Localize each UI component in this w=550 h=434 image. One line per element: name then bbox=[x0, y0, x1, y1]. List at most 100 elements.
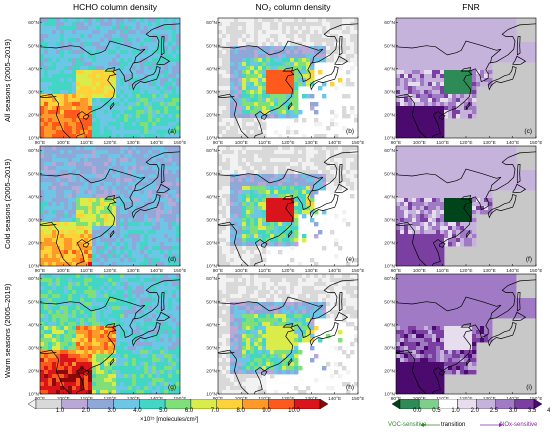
lat-tick-label: 10°N bbox=[206, 392, 217, 398]
lon-tick-label: 110°E bbox=[80, 140, 93, 146]
column-title-hcho: HCHO column density bbox=[72, 2, 158, 12]
lon-tick-label: 90°E bbox=[213, 268, 223, 274]
lon-tick-label: 100°E bbox=[235, 140, 248, 146]
colorbar-tick-label: 8.0 bbox=[236, 408, 245, 414]
lat-tick-label: 10°N bbox=[384, 136, 395, 142]
panel-label: (h) bbox=[346, 384, 354, 391]
lat-tick-label: 30°N bbox=[28, 217, 39, 223]
map-panel-no2-row3: 60°N50°N40°N30°N20°N10°N90°E100°E110°E12… bbox=[202, 272, 364, 404]
lat-tick-label: 30°N bbox=[28, 89, 39, 95]
lon-tick-label: 150°E bbox=[529, 396, 542, 402]
colorbar-max-arrow bbox=[533, 398, 543, 410]
panel-label: (g) bbox=[168, 384, 176, 391]
panel-label: (e) bbox=[346, 256, 354, 263]
colorbar-tick-label: 0.5 bbox=[432, 408, 441, 414]
lat-tick-label: 40°N bbox=[384, 66, 395, 72]
colorbar-tick-label: 5.0 bbox=[159, 408, 168, 414]
lon-tick-label: 150°E bbox=[351, 396, 364, 402]
lat-tick-label: 10°N bbox=[28, 136, 39, 142]
lon-tick-label: 90°E bbox=[391, 396, 401, 402]
lon-tick-label: 110°E bbox=[258, 268, 271, 274]
lon-tick-label: 100°E bbox=[413, 140, 426, 146]
lon-tick-label: 150°E bbox=[173, 140, 186, 146]
lat-tick-label: 40°N bbox=[206, 194, 217, 200]
lat-tick-label: 60°N bbox=[384, 20, 395, 26]
column-title-fnr: FNR bbox=[462, 2, 480, 12]
lat-tick-label: 50°N bbox=[206, 171, 217, 177]
map-panel-hcho-row3: 60°N50°N40°N30°N20°N10°N90°E100°E110°E12… bbox=[24, 272, 186, 404]
map-panel-fnr-row1: 60°N 50°N 40°N 30°N 20°N 10°N 90°E 100°E 110°E 12… bbox=[380, 16, 542, 148]
lon-tick-label: 130°E bbox=[483, 140, 496, 146]
lat-tick-label: 30°N bbox=[206, 217, 217, 223]
colorbar-tick-label: 3.0 bbox=[508, 408, 518, 414]
lon-tick-label: 150°E bbox=[351, 140, 364, 146]
lat-tick-label: 10°N bbox=[28, 264, 39, 270]
lon-tick-label: 140°E bbox=[328, 140, 341, 146]
column-title-no2: NO₂ column density bbox=[255, 2, 331, 12]
lon-tick-label: 140°E bbox=[150, 268, 163, 274]
lon-tick-label: 100°E bbox=[413, 268, 426, 274]
colorbar-tick-label: 2.0 bbox=[81, 408, 90, 414]
lat-tick-label: 10°N bbox=[384, 264, 395, 270]
lon-tick-label: 90°E bbox=[213, 140, 223, 146]
lat-tick-label: 30°N bbox=[206, 345, 217, 351]
lat-tick-label: 30°N bbox=[384, 345, 395, 351]
lat-tick-label: 60°N bbox=[384, 276, 395, 282]
lon-tick-label: 90°E bbox=[35, 140, 45, 146]
map-panel-no2-row2: 60°N 50°N 40°N 30°N 20°N 10°N 90°E 100°E 110°E 12… bbox=[202, 144, 364, 276]
lat-tick-label: 60°N bbox=[384, 148, 395, 154]
colorbar-tick-label: 4.0 bbox=[133, 408, 142, 414]
lat-tick-label: 50°N bbox=[206, 299, 217, 305]
lat-tick-label: 10°N bbox=[28, 392, 39, 398]
lat-tick-label: 20°N bbox=[28, 241, 39, 247]
lon-tick-label: 90°E bbox=[391, 140, 401, 146]
lon-tick-label: 100°E bbox=[235, 268, 248, 274]
panel-label: (c) bbox=[524, 128, 532, 135]
lon-tick-label: 130°E bbox=[305, 268, 318, 274]
colorbar-tick-label: 9.0 bbox=[262, 408, 271, 414]
lat-tick-label: 40°N bbox=[206, 66, 217, 72]
colorbar-min-arrow bbox=[391, 398, 401, 410]
lat-tick-label: 30°N bbox=[206, 89, 217, 95]
lat-tick-label: 50°N bbox=[206, 43, 217, 49]
lat-tick-label: 20°N bbox=[206, 113, 217, 119]
colorbar-tick-label: 3.5 bbox=[528, 408, 537, 414]
colorbar-tick-label: 1.0 bbox=[55, 408, 65, 414]
regime-transition-label: transition bbox=[441, 422, 466, 428]
lon-tick-label: 140°E bbox=[506, 140, 519, 146]
colorbar-tick-label: 10.0 bbox=[288, 408, 300, 414]
lon-tick-label: 130°E bbox=[305, 140, 318, 146]
lat-tick-label: 40°N bbox=[384, 194, 395, 200]
lat-tick-label: 60°N bbox=[206, 20, 217, 26]
lon-tick-label: 140°E bbox=[150, 140, 163, 146]
colorbar-tick-label: 6.0 bbox=[184, 408, 194, 414]
colorbar-tick-label: 2.5 bbox=[489, 408, 499, 414]
row-label-warm: Warm seasons (2005–2019) bbox=[3, 283, 12, 378]
lat-tick-label: 10°N bbox=[206, 264, 217, 270]
lat-tick-label: 40°N bbox=[28, 194, 39, 200]
lat-tick-label: 40°N bbox=[384, 322, 395, 328]
row-label-all: All seasons (2005–2019) bbox=[3, 39, 12, 122]
lon-tick-label: 120°E bbox=[459, 140, 472, 146]
colorbar-tick-label: 2.0 bbox=[470, 408, 479, 414]
lon-tick-label: 140°E bbox=[506, 268, 519, 274]
lon-tick-label: 150°E bbox=[529, 140, 542, 146]
lat-tick-label: 60°N bbox=[28, 276, 39, 282]
lon-tick-label: 120°E bbox=[103, 268, 116, 274]
panel-label: (i) bbox=[526, 384, 532, 391]
lon-tick-label: 130°E bbox=[127, 268, 140, 274]
lat-tick-label: 40°N bbox=[206, 322, 217, 328]
lon-tick-label: 150°E bbox=[529, 268, 542, 274]
lat-tick-label: 10°N bbox=[384, 392, 395, 398]
lon-tick-label: 120°E bbox=[103, 140, 116, 146]
lat-tick-label: 20°N bbox=[384, 113, 395, 119]
lon-tick-label: 150°E bbox=[173, 268, 186, 274]
map-panel-hcho-row1: 60°N 50°N 40°N 30°N 20°N 10°N 90°E 100°E 110°E 12… bbox=[24, 16, 186, 148]
lat-tick-label: 50°N bbox=[384, 43, 395, 49]
lat-tick-label: 10°N bbox=[206, 136, 217, 142]
lon-tick-label: 110°E bbox=[436, 140, 449, 146]
lon-tick-label: 140°E bbox=[328, 268, 341, 274]
lat-tick-label: 20°N bbox=[384, 369, 395, 375]
lon-tick-label: 120°E bbox=[459, 268, 472, 274]
lat-tick-label: 50°N bbox=[28, 43, 39, 49]
